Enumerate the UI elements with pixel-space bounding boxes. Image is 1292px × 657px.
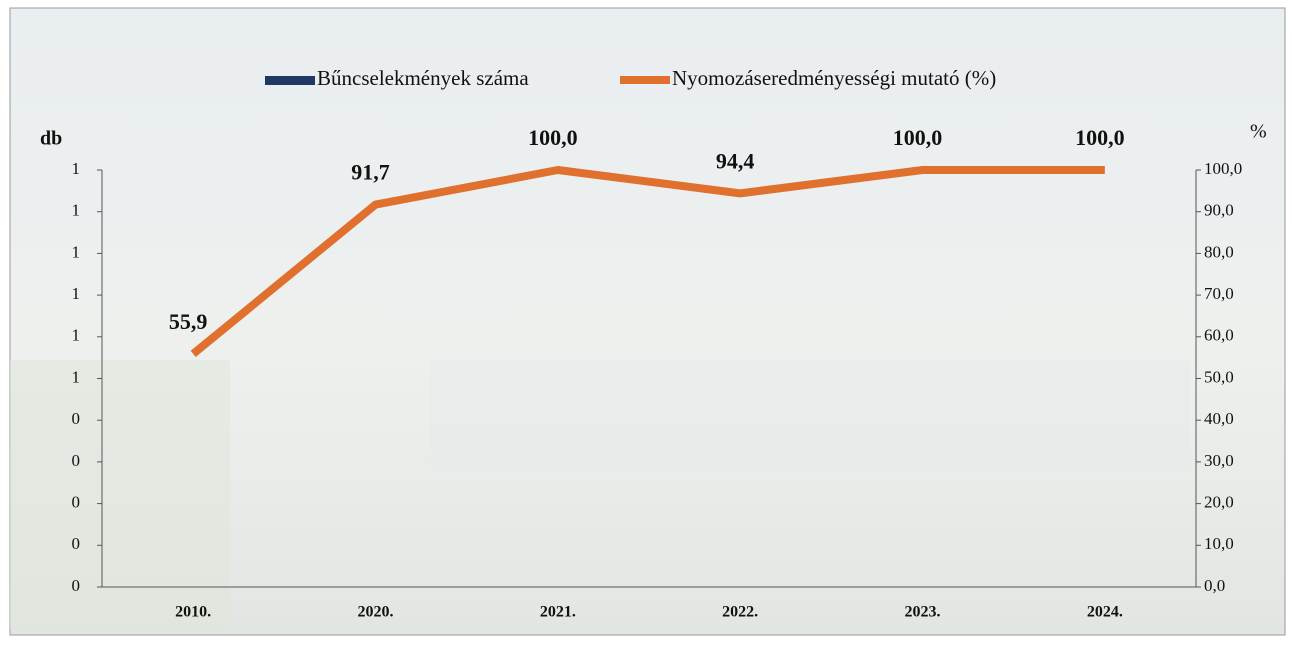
y-tick-label: 1 (72, 201, 81, 220)
y2-tick-label: 50,0 (1204, 367, 1234, 386)
y-tick-label: 1 (72, 242, 81, 261)
y2-tick-label: 20,0 (1204, 493, 1234, 512)
y-axis-label: db (40, 128, 62, 150)
x-tick-label: 2023. (905, 604, 941, 621)
y2-tick-label: 10,0 (1204, 534, 1234, 553)
y2-tick-label: 90,0 (1204, 201, 1234, 220)
y-tick-label: 0 (72, 493, 81, 512)
y2-tick-label: 60,0 (1204, 326, 1234, 345)
background-photo (430, 360, 1190, 470)
x-tick-label: 2024. (1087, 604, 1123, 621)
y2-tick-label: 70,0 (1204, 284, 1234, 303)
x-tick-label: 2022. (722, 604, 758, 621)
y-tick-label: 0 (72, 451, 81, 470)
y2-tick-label: 40,0 (1204, 409, 1234, 428)
legend-swatch (265, 76, 315, 85)
x-tick-label: 2021. (540, 604, 576, 621)
legend-label: Bűncselekmények száma (317, 66, 529, 90)
legend-label: Nyomozáseredményességi mutató (%) (672, 66, 996, 90)
data-label: 91,7 (351, 160, 390, 185)
y2-tick-label: 0,0 (1204, 576, 1225, 595)
x-tick-label: 2010. (175, 604, 211, 621)
background-photo (10, 360, 230, 630)
data-label: 55,9 (169, 309, 208, 334)
y-tick-label: 1 (72, 367, 81, 386)
data-label: 94,4 (716, 148, 755, 173)
y-tick-label: 0 (72, 409, 81, 428)
y2-tick-label: 30,0 (1204, 451, 1234, 470)
y2-axis-label: % (1250, 121, 1267, 143)
chart: db % 000001111110,010,020,030,040,050,06… (0, 0, 1292, 652)
y-tick-label: 1 (72, 159, 81, 178)
y-tick-label: 1 (72, 284, 81, 303)
y-tick-label: 1 (72, 326, 81, 345)
x-tick-label: 2020. (358, 604, 394, 621)
data-label: 100,0 (1075, 125, 1125, 150)
y-tick-label: 0 (72, 576, 81, 595)
data-label: 100,0 (893, 125, 943, 150)
y-tick-label: 0 (72, 534, 81, 553)
y2-tick-label: 100,0 (1204, 159, 1242, 178)
y2-tick-label: 80,0 (1204, 242, 1234, 261)
data-label: 100,0 (528, 125, 578, 150)
